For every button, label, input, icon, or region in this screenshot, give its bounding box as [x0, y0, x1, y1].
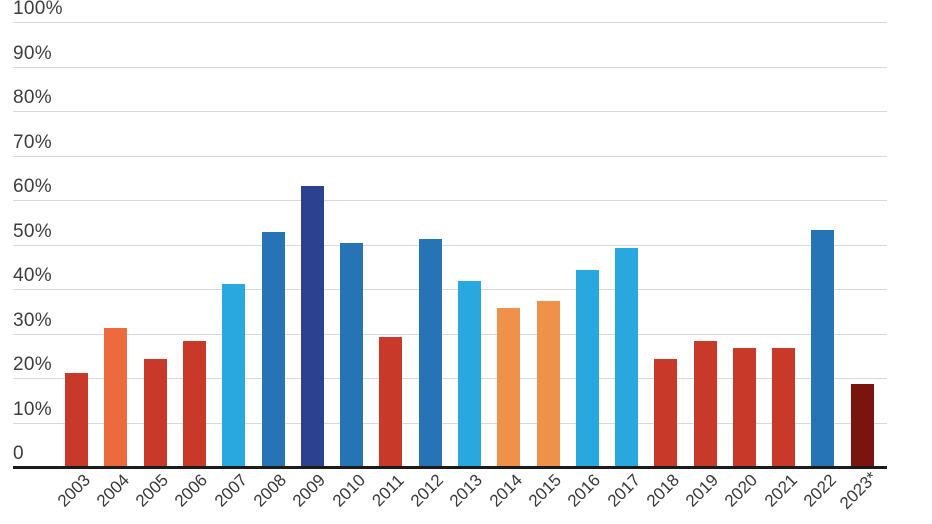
y-axis-label: 0	[13, 443, 24, 464]
gridline	[13, 200, 887, 201]
bar-2017	[615, 248, 639, 466]
x-axis-label: 2006	[171, 470, 212, 511]
x-axis-label: 2013	[446, 470, 487, 511]
bar-slot: 2021	[761, 0, 803, 511]
bar-slot: 2003	[54, 0, 96, 511]
bar-2023	[850, 384, 874, 466]
y-axis-label: 10%	[13, 399, 52, 420]
bar-slot: 2018	[643, 0, 685, 511]
x-axis-label: 2004	[92, 470, 133, 511]
x-axis-label: 2019	[682, 470, 723, 511]
bar-2018	[654, 359, 678, 466]
bar-slot: 2006	[171, 0, 214, 511]
bar-slot: 2014	[486, 0, 528, 511]
x-axis-label: 2015	[524, 470, 566, 511]
bar-slot: 2016	[564, 0, 607, 511]
x-axis-label: 2009	[289, 470, 330, 511]
y-axis-label: 30%	[13, 310, 52, 331]
gridline	[13, 423, 887, 424]
x-axis-label: 2017	[603, 470, 644, 511]
x-axis-label: 2016	[564, 470, 605, 511]
bar-2003	[65, 373, 89, 466]
bar-2019	[693, 341, 717, 466]
gridline	[13, 378, 887, 379]
x-axis-label: 2020	[721, 470, 762, 511]
x-axis-label: 2003	[53, 470, 94, 511]
bar-2021	[772, 348, 796, 466]
bar-slot: 2004	[93, 0, 135, 511]
gridline	[13, 245, 887, 246]
bar-2010	[340, 243, 364, 466]
bar-slot: 2022	[800, 0, 842, 511]
x-axis-label: 2014	[485, 470, 526, 511]
x-axis-label: 2021	[760, 470, 801, 511]
bar-2006	[182, 341, 206, 466]
bar-slot: 2007	[211, 0, 253, 511]
bar-slot: 2009	[289, 0, 332, 511]
y-axis-label: 40%	[13, 265, 52, 286]
bar-slot: 2005	[132, 0, 175, 511]
bar-2015	[536, 301, 560, 466]
gridline	[13, 289, 887, 290]
bar-slot: 2011	[368, 0, 410, 510]
x-axis-label: 2008	[249, 470, 291, 511]
y-axis-label: 70%	[13, 132, 52, 153]
y-axis-label: 20%	[13, 354, 52, 375]
bar-slot: 2013	[446, 0, 489, 511]
bar-slot: 2017	[603, 0, 646, 511]
bar-slot: 2008	[250, 0, 292, 511]
bar-2008	[261, 232, 285, 466]
bar-2011	[379, 337, 403, 466]
y-axis-label: 100%	[13, 0, 63, 19]
bar-2012	[418, 239, 442, 466]
gridline	[13, 334, 887, 335]
bar-slot: 2012	[407, 0, 450, 511]
bar-slot: 2015	[525, 0, 567, 511]
gridline	[13, 156, 887, 157]
bar-2020	[732, 348, 756, 466]
x-axis-label: 2022	[799, 470, 841, 511]
y-axis-label: 90%	[13, 43, 52, 64]
x-axis-label: 2018	[642, 470, 683, 511]
bar-2022	[811, 230, 835, 466]
x-axis-label: 2012	[407, 470, 448, 511]
x-axis-label: 2010	[328, 470, 369, 511]
bar-slot: 2023*	[836, 0, 882, 513]
bar-2016	[575, 270, 599, 466]
bar-slot: 2010	[328, 0, 371, 511]
bar-2005	[143, 359, 167, 466]
x-axis-label: 2005	[132, 470, 173, 511]
x-axis-label: 2011	[368, 470, 408, 511]
x-axis-label: 2007	[210, 470, 251, 511]
bar-2009	[300, 186, 324, 466]
x-axis-label: 2023*	[836, 468, 882, 513]
bar-2013	[457, 281, 481, 466]
y-axis-label: 80%	[13, 87, 52, 108]
y-axis-label: 50%	[13, 221, 52, 242]
bar-slot: 2020	[721, 0, 764, 511]
bar-2004	[104, 328, 128, 466]
bar-2014	[497, 308, 521, 466]
gridline	[13, 22, 887, 23]
plot-area: 2003 2004 2005 2006 2007 2008 2009 2010 2011 2012…	[54, 0, 882, 513]
bar-2007	[222, 284, 246, 466]
gridline	[13, 67, 887, 68]
y-axis-label: 60%	[13, 176, 52, 197]
x-axis-line	[13, 466, 887, 469]
bar-slot: 2019	[682, 0, 725, 511]
gridline	[13, 111, 887, 112]
